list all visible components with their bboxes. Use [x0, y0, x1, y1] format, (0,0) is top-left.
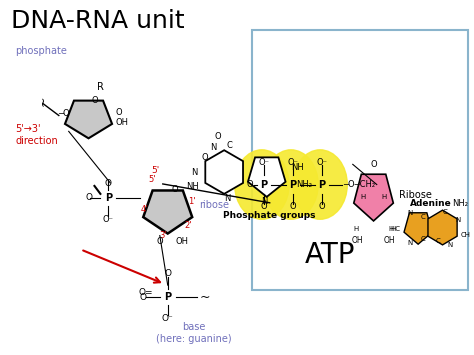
Text: 2': 2' [185, 221, 192, 230]
Text: NH: NH [292, 163, 304, 171]
Text: Phosphate groups: Phosphate groups [223, 211, 316, 220]
Text: ─O: ─O [58, 109, 70, 118]
Text: phosphate: phosphate [16, 46, 67, 56]
Text: C: C [421, 236, 426, 242]
Text: O: O [171, 185, 178, 195]
Text: O: O [105, 179, 112, 189]
Polygon shape [65, 100, 112, 138]
Text: Adenine: Adenine [410, 200, 452, 208]
Text: N: N [191, 168, 198, 176]
Text: O: O [91, 96, 98, 105]
Text: C: C [442, 209, 447, 215]
Text: base
(here: guanine): base (here: guanine) [156, 322, 232, 344]
Text: O: O [370, 160, 377, 169]
Text: N: N [408, 210, 413, 216]
Text: O⁻: O⁻ [258, 158, 269, 167]
Polygon shape [248, 157, 285, 197]
Text: H: H [389, 226, 394, 232]
Text: OH: OH [115, 118, 128, 127]
Text: N: N [210, 143, 217, 152]
Text: H: H [353, 226, 358, 232]
Text: N: N [456, 217, 461, 223]
Text: P: P [289, 180, 296, 190]
Text: O⁻: O⁻ [162, 315, 173, 323]
Text: C: C [421, 214, 426, 220]
Ellipse shape [264, 150, 318, 219]
Text: 3': 3' [159, 231, 166, 240]
Text: O⁻: O⁻ [103, 215, 114, 224]
Text: 1': 1' [188, 197, 195, 206]
Text: 4': 4' [140, 205, 148, 214]
Text: O: O [215, 132, 221, 141]
Text: N: N [262, 197, 268, 206]
Text: OH: OH [352, 236, 364, 245]
Text: O: O [156, 237, 163, 246]
Text: ~: ~ [200, 290, 210, 304]
Text: C: C [226, 141, 232, 150]
Text: O: O [139, 293, 146, 301]
Text: O: O [246, 180, 253, 189]
Text: OH: OH [175, 237, 188, 246]
Polygon shape [428, 210, 457, 245]
Text: Ribose: Ribose [399, 190, 432, 200]
Text: NH₂: NH₂ [452, 200, 468, 208]
Ellipse shape [293, 150, 347, 219]
Text: O: O [115, 108, 122, 117]
Polygon shape [354, 174, 393, 221]
Text: 5': 5' [148, 175, 155, 185]
Polygon shape [404, 213, 432, 244]
Text: CH: CH [460, 233, 470, 239]
Text: O=: O= [138, 288, 153, 296]
Text: O: O [85, 193, 92, 202]
Text: ─O─CH₂: ─O─CH₂ [343, 180, 375, 189]
Text: P: P [105, 193, 112, 203]
Text: ATP: ATP [305, 241, 355, 269]
Text: DNA-RNA unit: DNA-RNA unit [11, 9, 185, 33]
Text: 5': 5' [152, 165, 160, 175]
Text: C: C [435, 239, 440, 244]
Text: O: O [164, 269, 171, 278]
Text: N: N [448, 242, 453, 248]
Text: ~: ~ [36, 95, 49, 106]
Text: P: P [319, 180, 326, 190]
Text: H: H [382, 194, 387, 200]
Text: O⁻: O⁻ [287, 158, 298, 167]
Text: H: H [360, 194, 365, 200]
Ellipse shape [235, 150, 289, 219]
Text: ribose: ribose [200, 200, 229, 210]
Text: OH: OH [383, 236, 395, 245]
Text: N: N [224, 194, 230, 203]
Text: O: O [290, 202, 296, 211]
Text: HC: HC [390, 226, 401, 232]
Text: N: N [408, 240, 413, 246]
Polygon shape [205, 150, 243, 194]
Text: 5'→3'
direction: 5'→3' direction [16, 125, 58, 146]
Bar [253, 29, 468, 290]
Text: P: P [164, 292, 171, 302]
Text: P: P [260, 180, 267, 190]
Text: NH: NH [186, 182, 199, 191]
Text: NH₂: NH₂ [296, 180, 312, 190]
Polygon shape [143, 191, 192, 234]
Text: O: O [319, 202, 325, 211]
Text: O: O [260, 202, 267, 211]
Text: O: O [201, 153, 208, 162]
Text: R: R [97, 82, 104, 92]
Text: O⁻: O⁻ [317, 158, 328, 167]
